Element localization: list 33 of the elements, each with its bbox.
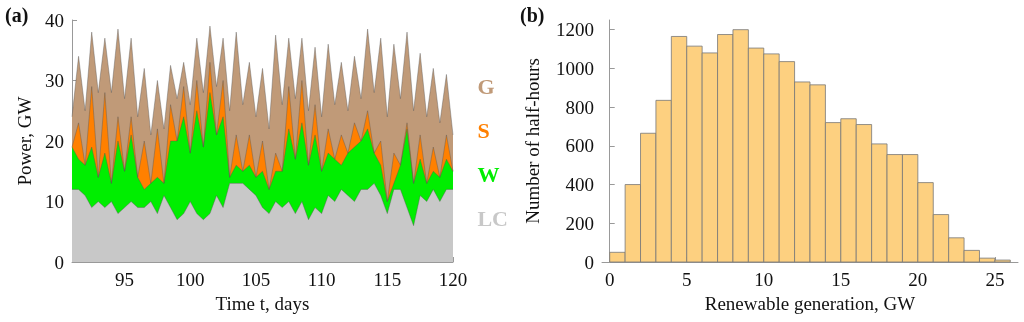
x-tick-label: 110 [307,269,336,290]
x-tick-label: 10 [754,269,774,290]
x-tick-label: 115 [373,269,402,290]
series-label: S [477,117,490,143]
y-tick-label: 1000 [556,57,594,79]
y-tick-label: 800 [565,96,594,118]
y-tick-label: 40 [45,9,64,31]
y-tick-label: 0 [54,251,64,273]
x-tick-label: 5 [681,269,692,290]
series-label: G [477,73,495,99]
x-axis-title: Renewable generation, GW [704,293,916,314]
x-tick-label: 100 [175,269,205,290]
y-tick-label: 1200 [556,19,594,41]
y-axis-title: Power, GW [14,96,35,186]
x-tick-label: 120 [438,269,468,290]
y-axis-title: Number of half-hours [522,58,543,224]
chart-title: (a) [5,4,29,27]
x-tick-label: 105 [241,269,271,290]
x-tick-label: 95 [115,269,135,290]
series-label: W [477,161,500,187]
y-tick-label: 600 [565,135,594,157]
x-tick-label: 20 [908,269,928,290]
x-tick-label: 25 [985,269,1005,290]
x-axis-title: Time t, days [215,293,310,314]
y-tick-label: 200 [565,212,594,234]
x-tick-label: 0 [604,269,615,290]
y-tick-label: 10 [45,191,64,212]
y-tick-label: 20 [45,130,64,152]
y-tick-label: 0 [584,251,594,273]
y-tick-label: 30 [45,70,64,91]
x-tick-label: 15 [831,269,851,290]
chart-title: (b) [520,4,545,27]
y-tick-label: 400 [565,174,594,196]
